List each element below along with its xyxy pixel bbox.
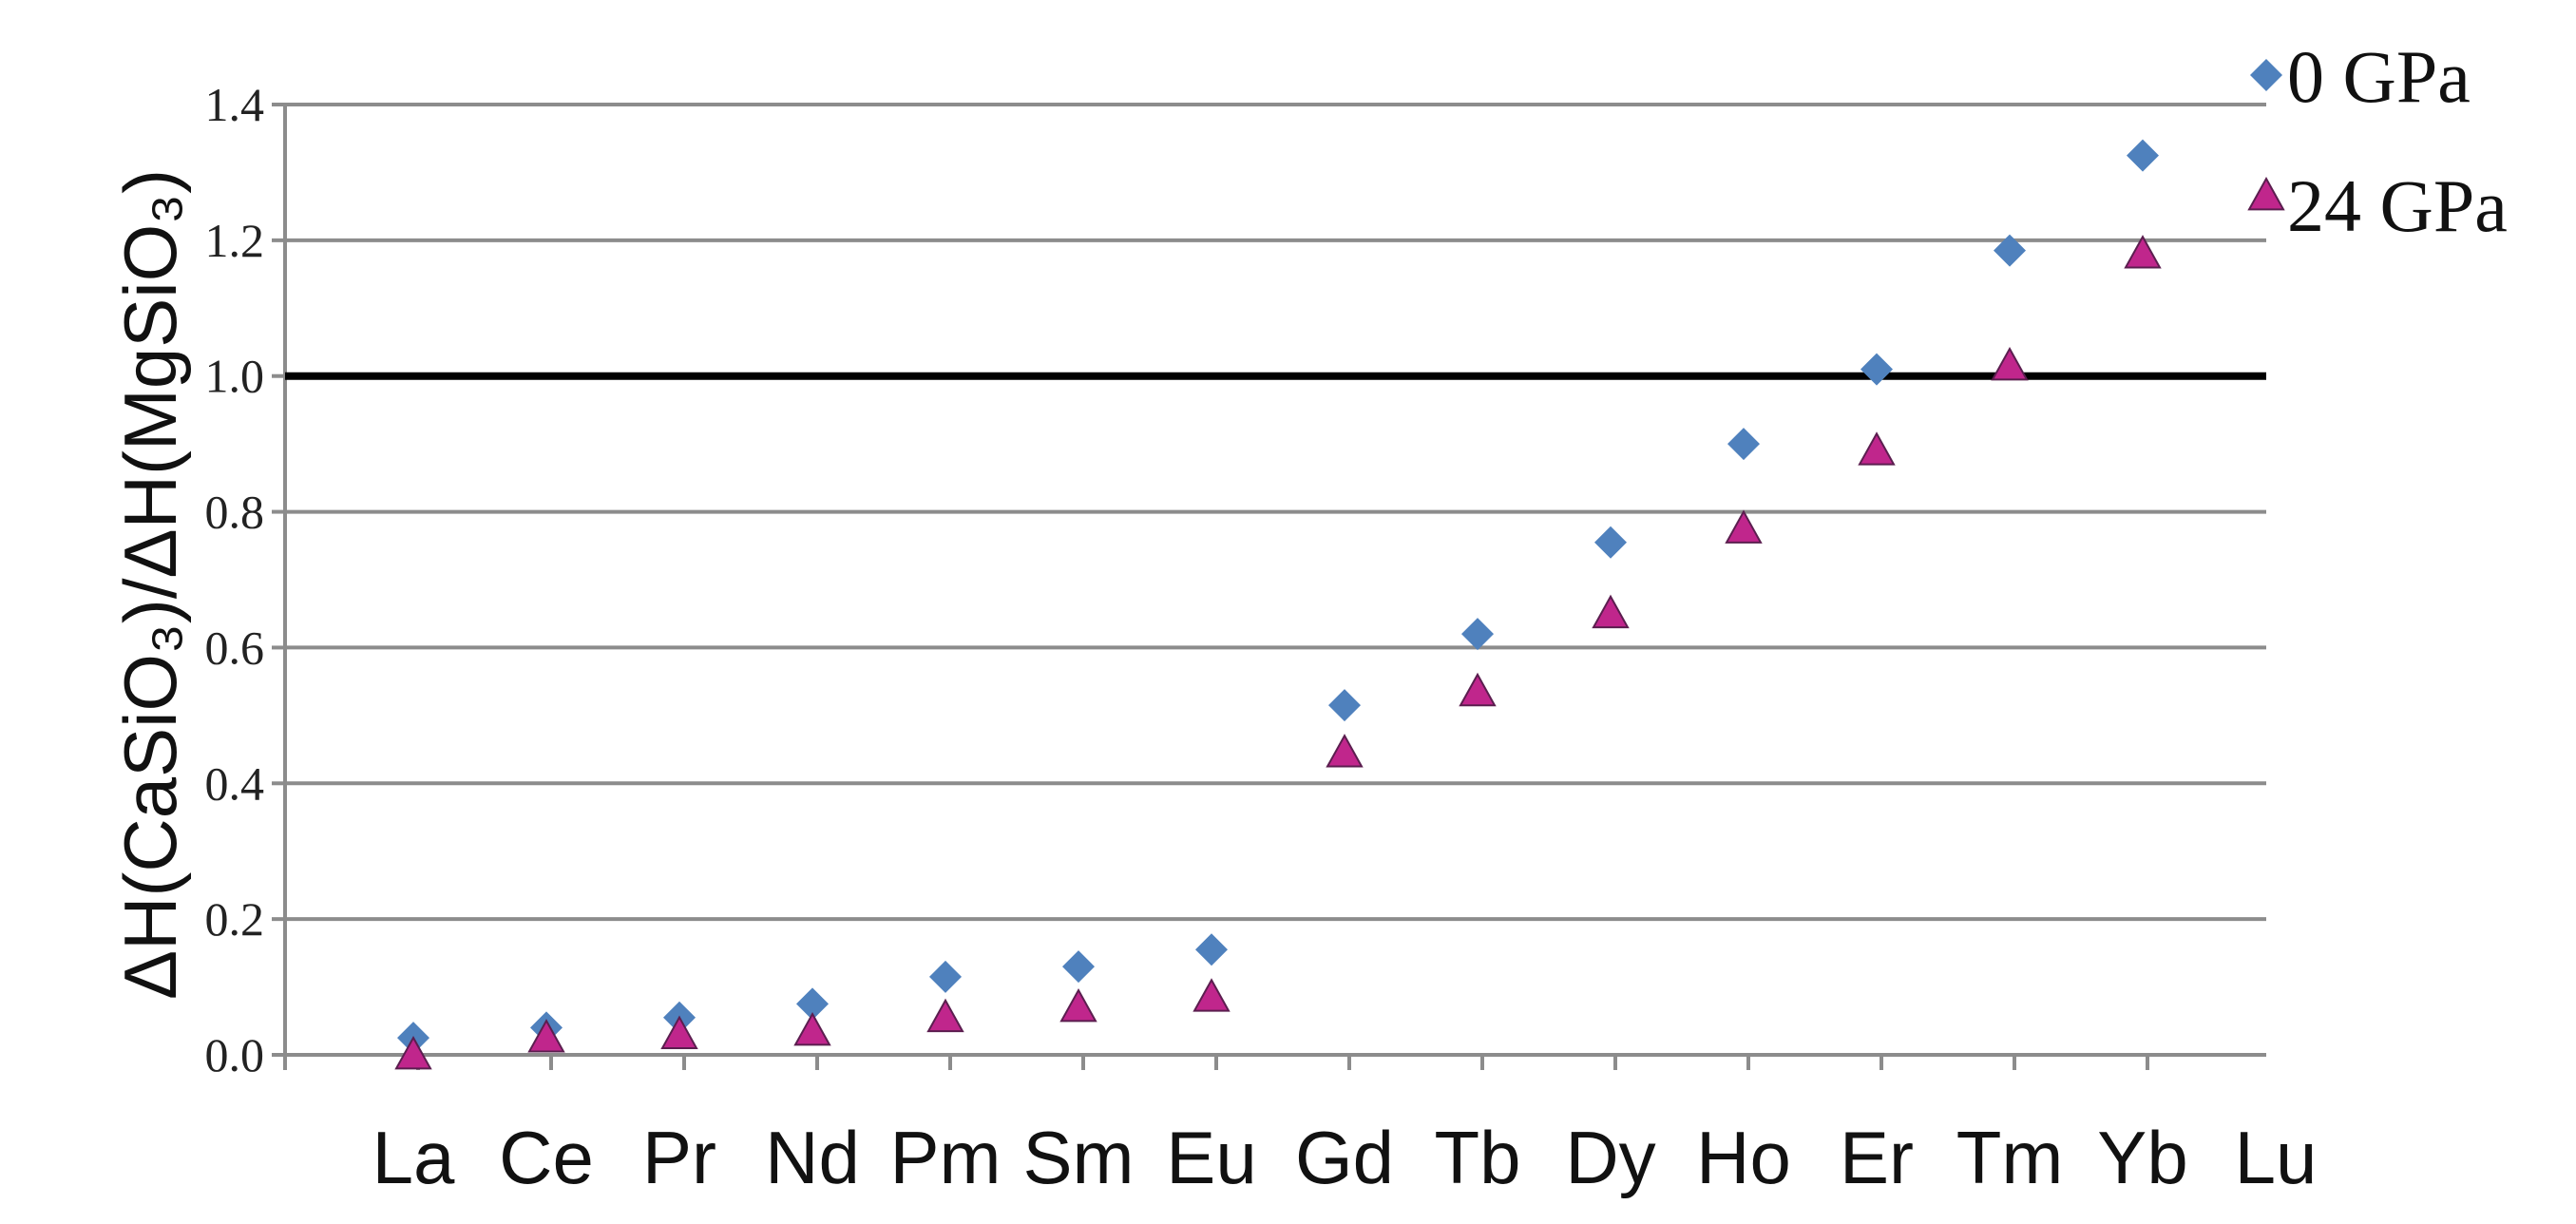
x-category-label-Tm: Tm — [1956, 1116, 2064, 1199]
y-tick-label: 0.2 — [205, 892, 265, 946]
y-axis-title: ΔH(CaSiO₃)/ΔH(MgSiO₃) — [108, 169, 192, 1000]
point-s2-Gd — [1326, 734, 1364, 768]
y-tick-label: 0.8 — [205, 486, 265, 539]
point-s2-Tm — [1991, 346, 2029, 381]
point-s2-Sm — [1059, 987, 1097, 1023]
y-tick-label: 0.0 — [205, 1028, 265, 1081]
x-category-label-Ho: Ho — [1696, 1116, 1791, 1199]
point-s1-Pm — [929, 960, 962, 993]
y-tick-label: 0.4 — [205, 756, 265, 810]
x-category-label-Pr: Pr — [642, 1116, 716, 1199]
point-s2-Tb — [1459, 672, 1497, 707]
data-points — [394, 139, 2162, 1070]
x-category-label-Er: Er — [1840, 1116, 1914, 1199]
y-tick-label: 1.2 — [205, 214, 265, 267]
x-category-label-Gd: Gd — [1295, 1116, 1394, 1199]
legend-label-s2: 24 GPa — [2287, 164, 2508, 247]
point-s2-Nd — [793, 1011, 831, 1046]
point-s2-Dy — [1592, 594, 1630, 629]
point-s2-Pm — [926, 998, 964, 1033]
axes — [272, 103, 2266, 1070]
y-tick-label: 1.0 — [205, 350, 265, 403]
x-category-label-Nd: Nd — [765, 1116, 860, 1199]
y-tick-label: 1.4 — [205, 78, 265, 131]
x-category-labels: La Ce Pr Nd Pm Sm Eu Gd Tb Dy Ho Er Tm Yb Lu — [372, 1116, 2318, 1199]
x-category-label-Eu: Eu — [1166, 1116, 1256, 1199]
x-category-label-Tb: Tb — [1434, 1116, 1520, 1199]
x-category-label-Ce: Ce — [499, 1116, 594, 1199]
point-s1-Eu — [1195, 933, 1228, 966]
point-s1-Nd — [796, 987, 829, 1021]
point-s2-Eu — [1193, 978, 1231, 1012]
x-category-label-Lu: Lu — [2235, 1116, 2318, 1199]
point-s1-Sm — [1062, 950, 1095, 984]
legend-marker-s2 — [2247, 176, 2285, 211]
point-s2-La — [394, 1035, 432, 1070]
point-s1-Dy — [1594, 526, 1627, 559]
point-s2-Pr — [660, 1015, 698, 1049]
point-s1-Tb — [1461, 618, 1494, 651]
x-category-label-Pm: Pm — [890, 1116, 1002, 1199]
point-s1-Gd — [1328, 689, 1361, 722]
point-s1-Tm — [1994, 234, 2026, 267]
point-s2-Er — [1858, 431, 1896, 466]
y-tick-labels: 0.0 0.2 0.4 0.6 0.8 1.0 1.2 1.4 — [205, 78, 265, 1081]
point-s2-Ho — [1725, 509, 1763, 544]
x-category-label-Sm: Sm — [1023, 1116, 1135, 1199]
legend-marker-s1 — [2250, 59, 2282, 91]
legend-label-s1: 0 GPa — [2287, 35, 2471, 118]
x-category-label-La: La — [372, 1116, 455, 1199]
y-tick-label: 0.6 — [205, 621, 265, 674]
point-s1-Ho — [1727, 428, 1760, 461]
point-s2-Ce — [527, 1019, 565, 1053]
x-category-label-Dy: Dy — [1565, 1116, 1655, 1199]
legend: 0 GPa 24 GPa — [2247, 35, 2508, 247]
point-s1-Er — [1860, 353, 1893, 386]
x-category-label-Yb: Yb — [2097, 1116, 2187, 1199]
gridlines — [285, 103, 2266, 922]
point-s1-Yb — [2127, 139, 2159, 172]
point-s2-Yb — [2124, 235, 2162, 269]
